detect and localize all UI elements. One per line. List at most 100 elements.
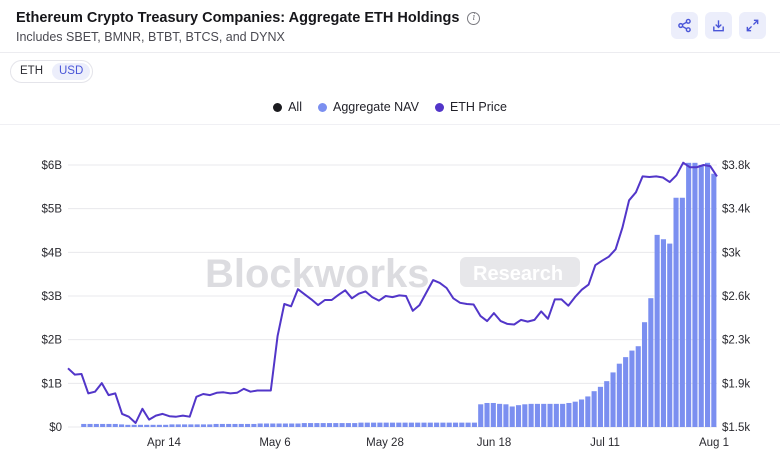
nav-bar[interactable] xyxy=(616,363,622,427)
nav-bar[interactable] xyxy=(207,424,213,427)
nav-bar[interactable] xyxy=(112,423,118,427)
nav-bar[interactable] xyxy=(377,422,383,427)
nav-bar[interactable] xyxy=(257,423,263,427)
nav-bar[interactable] xyxy=(547,403,553,427)
nav-bar[interactable] xyxy=(610,372,616,427)
nav-bar[interactable] xyxy=(528,403,534,427)
nav-bar[interactable] xyxy=(100,423,106,427)
nav-bar[interactable] xyxy=(371,422,377,427)
nav-bar[interactable] xyxy=(667,243,673,427)
nav-bar[interactable] xyxy=(182,424,188,427)
legend-item-eth-price[interactable]: ETH Price xyxy=(434,100,507,114)
nav-bar[interactable] xyxy=(339,423,345,427)
nav-bar[interactable] xyxy=(635,346,641,427)
toggle-usd[interactable]: USD xyxy=(52,63,91,80)
nav-bar[interactable] xyxy=(358,422,364,427)
nav-bar[interactable] xyxy=(421,422,427,427)
nav-bar[interactable] xyxy=(572,401,578,427)
nav-bar[interactable] xyxy=(131,424,137,427)
nav-bar[interactable] xyxy=(585,396,591,427)
nav-bar[interactable] xyxy=(276,423,282,427)
nav-bar[interactable] xyxy=(553,403,559,427)
nav-bar[interactable] xyxy=(440,422,446,427)
nav-bar[interactable] xyxy=(213,423,219,427)
nav-bar[interactable] xyxy=(591,391,597,427)
download-button[interactable] xyxy=(705,12,732,39)
nav-bar[interactable] xyxy=(654,234,660,427)
nav-bar[interactable] xyxy=(503,404,509,427)
nav-bar[interactable] xyxy=(194,424,200,427)
nav-bar[interactable] xyxy=(427,422,433,427)
nav-bar[interactable] xyxy=(541,403,547,427)
nav-bar[interactable] xyxy=(673,197,679,427)
nav-bar[interactable] xyxy=(226,423,232,427)
nav-bar[interactable] xyxy=(383,422,389,427)
nav-bar[interactable] xyxy=(169,424,175,427)
nav-bar[interactable] xyxy=(415,422,421,427)
nav-bar[interactable] xyxy=(396,422,402,427)
nav-bar[interactable] xyxy=(402,422,408,427)
nav-bar[interactable] xyxy=(698,165,704,427)
nav-bar[interactable] xyxy=(320,423,326,427)
nav-bar[interactable] xyxy=(408,422,414,427)
nav-bar[interactable] xyxy=(484,402,490,427)
nav-bar[interactable] xyxy=(345,423,351,427)
nav-bar[interactable] xyxy=(704,162,711,428)
nav-bar[interactable] xyxy=(679,197,685,427)
nav-bar[interactable] xyxy=(150,424,156,427)
expand-button[interactable] xyxy=(739,12,766,39)
nav-bar[interactable] xyxy=(326,423,333,427)
nav-bar[interactable] xyxy=(137,424,144,427)
nav-bar[interactable] xyxy=(711,173,717,427)
nav-bar[interactable] xyxy=(188,424,194,427)
nav-bar[interactable] xyxy=(471,422,477,427)
nav-bar[interactable] xyxy=(478,404,484,427)
nav-bar[interactable] xyxy=(597,386,603,427)
legend-item-nav[interactable]: Aggregate NAV xyxy=(318,100,419,114)
nav-bar[interactable] xyxy=(163,424,169,427)
nav-bar[interactable] xyxy=(660,239,666,427)
nav-bar[interactable] xyxy=(604,381,610,427)
nav-bar[interactable] xyxy=(623,357,629,427)
nav-bar[interactable] xyxy=(106,423,112,427)
nav-bar[interactable] xyxy=(125,424,131,427)
nav-bar[interactable] xyxy=(93,423,99,427)
nav-bar[interactable] xyxy=(566,402,572,427)
legend-item-all[interactable]: All xyxy=(273,100,302,114)
nav-bar[interactable] xyxy=(352,423,358,427)
nav-bar[interactable] xyxy=(452,422,459,427)
share-button[interactable] xyxy=(671,12,698,39)
nav-bar[interactable] xyxy=(389,422,396,427)
toggle-eth[interactable]: ETH xyxy=(20,65,43,77)
nav-bar[interactable] xyxy=(314,423,320,427)
nav-bar[interactable] xyxy=(144,424,150,427)
nav-bar[interactable] xyxy=(301,423,307,427)
nav-bar[interactable] xyxy=(232,423,238,427)
nav-bar[interactable] xyxy=(641,322,648,427)
nav-bar[interactable] xyxy=(522,404,528,427)
nav-bar[interactable] xyxy=(219,423,225,427)
nav-bar[interactable] xyxy=(295,423,301,427)
nav-bar[interactable] xyxy=(282,423,288,427)
nav-bar[interactable] xyxy=(364,422,370,427)
nav-bar[interactable] xyxy=(434,422,440,427)
nav-bar[interactable] xyxy=(251,423,257,427)
nav-bar[interactable] xyxy=(515,405,522,427)
nav-bar[interactable] xyxy=(465,422,471,427)
nav-bar[interactable] xyxy=(200,424,207,427)
nav-bar[interactable] xyxy=(648,298,654,427)
nav-bar[interactable] xyxy=(578,399,585,427)
nav-bar[interactable] xyxy=(497,403,503,427)
nav-bar[interactable] xyxy=(81,423,87,427)
nav-bar[interactable] xyxy=(175,424,181,427)
nav-bar[interactable] xyxy=(308,423,314,427)
nav-bar[interactable] xyxy=(686,162,692,428)
nav-bar[interactable] xyxy=(509,406,515,427)
nav-bar[interactable] xyxy=(119,424,125,427)
info-icon[interactable]: i xyxy=(467,11,481,25)
nav-bar[interactable] xyxy=(446,422,452,427)
nav-bar[interactable] xyxy=(270,423,276,427)
nav-bar[interactable] xyxy=(490,402,496,427)
nav-bar[interactable] xyxy=(692,162,698,428)
nav-bar[interactable] xyxy=(289,423,295,427)
